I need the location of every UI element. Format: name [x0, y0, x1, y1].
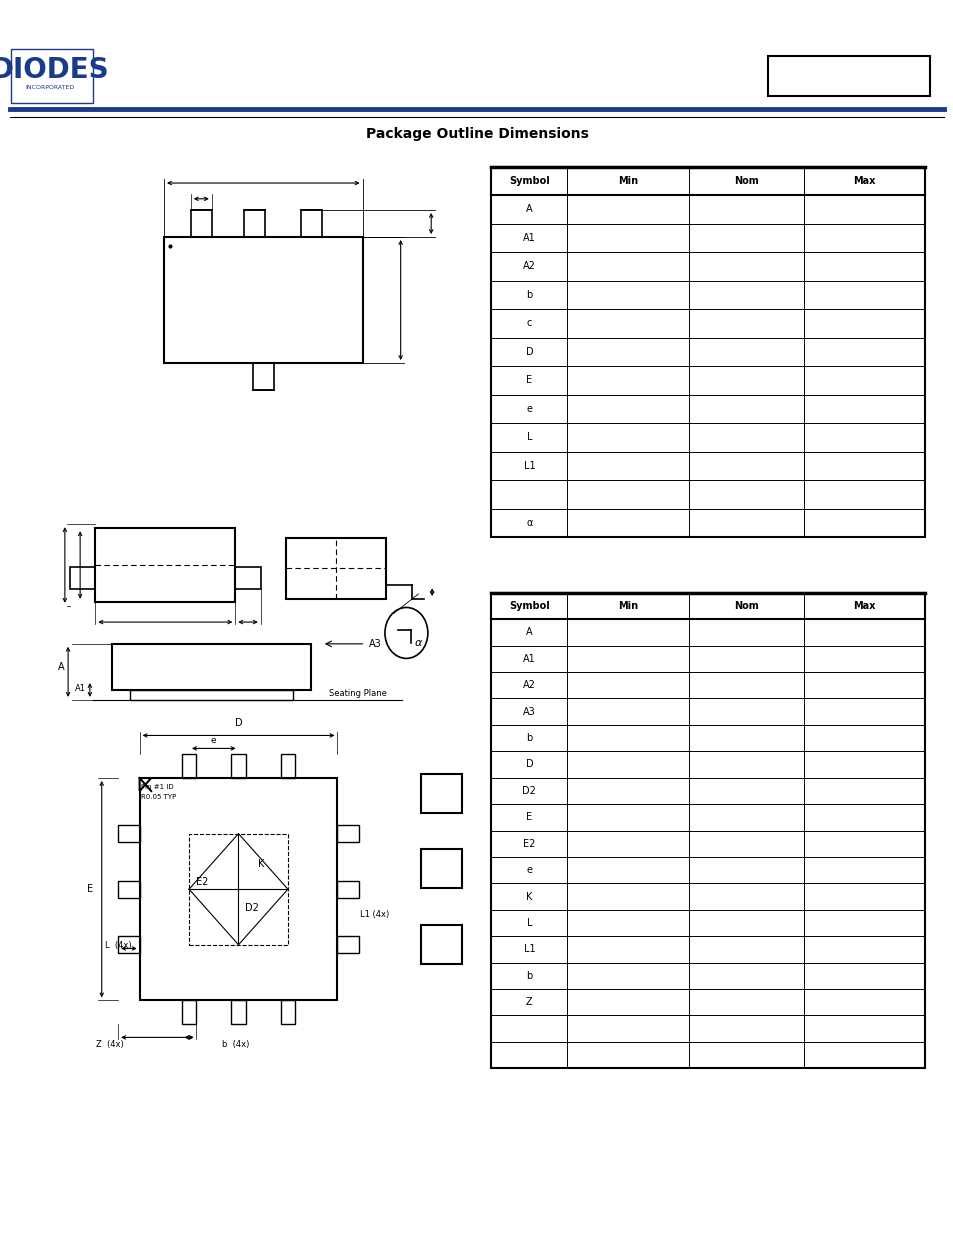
Text: D: D	[525, 760, 533, 769]
Text: E2: E2	[522, 839, 535, 848]
Text: Pin #1 ID: Pin #1 ID	[141, 784, 173, 789]
Text: e: e	[211, 736, 216, 745]
Bar	[420, 925, 461, 963]
Bar	[280, 753, 295, 778]
Bar	[491, 167, 924, 537]
Text: A3: A3	[522, 706, 536, 716]
Bar	[286, 538, 386, 599]
Bar	[231, 1000, 246, 1025]
Text: K: K	[258, 860, 264, 869]
Text: R0.05 TYP: R0.05 TYP	[141, 794, 176, 799]
Text: L1: L1	[523, 945, 535, 955]
Bar	[95, 529, 235, 601]
Text: Seating Plane: Seating Plane	[329, 689, 387, 698]
Text: Nom: Nom	[733, 175, 758, 186]
Text: E2: E2	[195, 878, 208, 888]
Text: A1: A1	[522, 233, 536, 243]
Bar	[337, 881, 358, 898]
Text: D: D	[234, 719, 242, 729]
Text: Min: Min	[618, 601, 638, 611]
Bar	[491, 593, 924, 1068]
Text: A2: A2	[522, 262, 536, 272]
Bar	[130, 690, 293, 700]
Bar	[231, 753, 246, 778]
Text: Nom: Nom	[733, 601, 758, 611]
Text: D2: D2	[245, 904, 258, 914]
Text: K: K	[526, 892, 532, 902]
Bar	[70, 567, 95, 589]
Text: $\alpha$: $\alpha$	[413, 638, 422, 648]
Text: A2: A2	[522, 680, 536, 690]
Polygon shape	[139, 778, 151, 792]
Bar	[118, 825, 139, 842]
Bar	[244, 210, 265, 237]
Bar	[280, 1000, 295, 1025]
Text: L: L	[526, 432, 532, 442]
Text: L: L	[526, 918, 532, 927]
Bar	[189, 834, 288, 945]
Bar	[767, 56, 929, 96]
Text: A1: A1	[75, 684, 86, 693]
Bar	[112, 643, 311, 690]
Text: L1: L1	[523, 461, 535, 471]
Text: Symbol: Symbol	[509, 175, 549, 186]
Bar	[118, 936, 139, 953]
Text: b: b	[526, 734, 532, 743]
Text: L1 (4x): L1 (4x)	[360, 910, 389, 919]
Bar	[420, 850, 461, 888]
Bar	[253, 363, 274, 390]
Text: D: D	[525, 347, 533, 357]
Text: A1: A1	[522, 653, 536, 664]
Text: A: A	[525, 205, 532, 215]
Text: Max: Max	[852, 175, 875, 186]
Bar	[301, 210, 322, 237]
Text: e: e	[526, 404, 532, 414]
Bar	[181, 753, 196, 778]
Text: b: b	[526, 971, 532, 981]
Bar	[235, 567, 260, 589]
Text: Min: Min	[618, 175, 638, 186]
Bar	[181, 1000, 196, 1025]
Text: E: E	[526, 375, 532, 385]
Text: A: A	[57, 662, 64, 672]
Bar	[11, 49, 92, 103]
Text: Z: Z	[525, 997, 532, 1008]
Text: Z  (4x): Z (4x)	[96, 1040, 124, 1049]
Text: A: A	[525, 627, 532, 637]
Text: Max: Max	[852, 601, 875, 611]
Text: c: c	[526, 319, 532, 329]
Text: INCORPORATED: INCORPORATED	[25, 85, 74, 90]
Bar	[139, 778, 337, 1000]
Text: E: E	[87, 884, 93, 894]
Text: b  (4x): b (4x)	[221, 1040, 249, 1049]
Text: DIODES: DIODES	[0, 57, 109, 84]
Text: D2: D2	[522, 785, 536, 795]
Text: Package Outline Dimensions: Package Outline Dimensions	[365, 127, 588, 141]
Text: L  (4x): L (4x)	[105, 941, 132, 951]
Bar	[337, 936, 358, 953]
Text: A3: A3	[369, 638, 381, 648]
Text: Symbol: Symbol	[509, 601, 549, 611]
Text: α: α	[526, 517, 532, 529]
Text: b: b	[526, 290, 532, 300]
Bar	[191, 210, 212, 237]
Bar	[337, 825, 358, 842]
Bar	[420, 773, 461, 813]
Bar	[164, 237, 362, 363]
Text: E: E	[526, 813, 532, 823]
Text: e: e	[526, 866, 532, 876]
Bar	[118, 881, 139, 898]
